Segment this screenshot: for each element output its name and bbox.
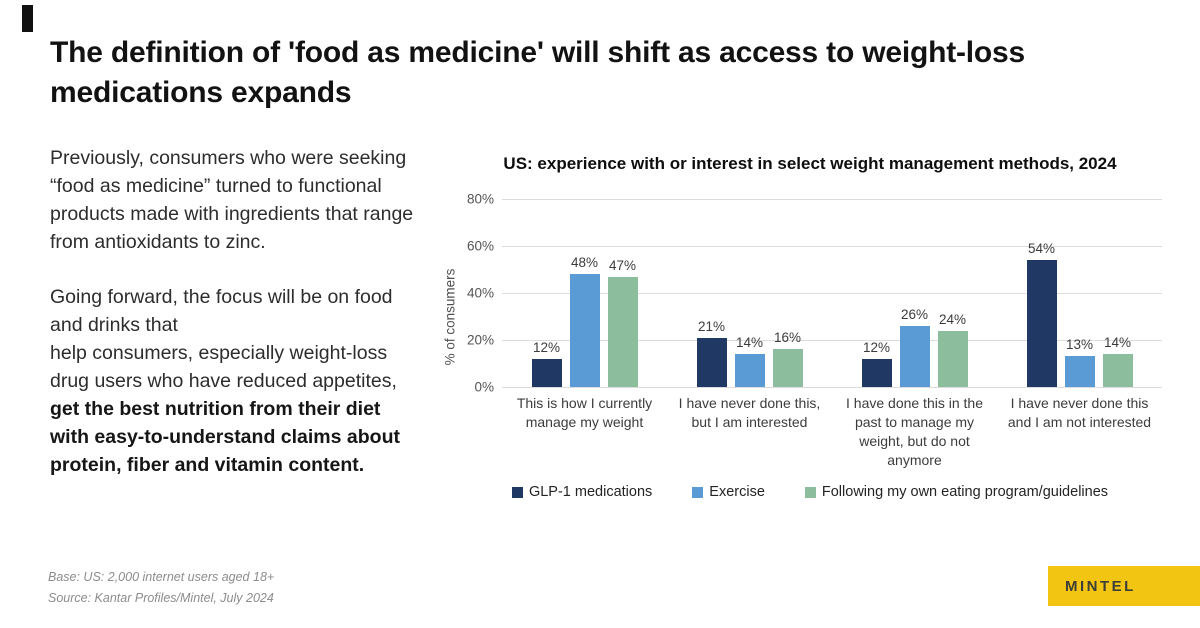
bar-value-label: 26% <box>900 306 929 322</box>
y-tick-label: 80% <box>466 191 494 207</box>
bar-value-label: 47% <box>608 257 637 273</box>
bar-slot: 26% <box>899 199 930 387</box>
gridline-40% <box>502 293 1162 294</box>
plot-area: 0% 20% 40% 60% 80% 12% 48% 47% 21% 14% 16% 12% 26% 24… <box>467 192 1162 395</box>
chart-title: US: experience with or interest in selec… <box>503 154 1117 173</box>
bar-value-label: 14% <box>1103 335 1132 351</box>
bar-following-my-own-eating-program-guidelines <box>1102 354 1133 387</box>
bar-slot: 21% <box>696 199 727 387</box>
bar-slot: 24% <box>937 199 968 387</box>
footnote-base: Base: US: 2,000 internet users aged 18+ <box>48 570 275 584</box>
legend-label: GLP-1 medications <box>528 484 653 500</box>
legend-item: Exercise <box>692 484 765 500</box>
bar-glp-1-medications <box>696 337 727 387</box>
y-tick-label: 20% <box>466 332 494 348</box>
chart-legend: GLP-1 medications Exercise Following my ow… <box>440 484 1180 500</box>
legend-label: Exercise <box>709 484 765 500</box>
paragraph-going-forward: Going forward, the focus will be on food… <box>50 283 422 479</box>
bar-exercise <box>1064 356 1095 387</box>
y-tick-label: 0% <box>474 379 494 395</box>
legend-marker <box>692 486 704 498</box>
bar-following-my-own-eating-program-guidelines <box>607 276 638 387</box>
corner-accent-bar <box>22 5 33 32</box>
bar-slot: 13% <box>1064 199 1095 387</box>
bar-group: 12% 26% 24% <box>832 199 997 387</box>
bar-value-label: 14% <box>735 335 764 351</box>
paragraph-regular-text: Going forward, the focus will be on food… <box>50 286 397 392</box>
legend-item: Following my own eating program/guidelin… <box>804 484 1109 500</box>
bar-group: 54% 13% 14% <box>997 199 1162 387</box>
gridline-0% <box>502 387 1162 388</box>
legend-marker <box>511 486 523 498</box>
bar-slot: 14% <box>734 199 765 387</box>
y-tick-label: 60% <box>466 238 494 254</box>
mintel-logo: MINTEL <box>1048 566 1200 606</box>
gridline-60% <box>502 246 1162 247</box>
footnote-source: Source: Kantar Profiles/Mintel, July 202… <box>48 591 274 605</box>
bar-value-label: 21% <box>697 318 726 334</box>
legend-label: Following my own eating program/guidelin… <box>821 484 1109 500</box>
bar-value-label: 48% <box>570 255 599 271</box>
category-label: This is how I currently manage my weight <box>516 395 653 430</box>
bar-slot: 48% <box>569 199 600 387</box>
bar-slot: 16% <box>772 199 803 387</box>
bar-exercise <box>734 354 765 387</box>
y-axis-title: % of consumers <box>442 268 458 366</box>
x-axis-category-labels: This is how I currently manage my weight… <box>502 394 1162 478</box>
bar-slot: 47% <box>607 199 638 387</box>
bar-glp-1-medications <box>861 358 892 387</box>
bar-group: 21% 14% 16% <box>667 199 832 387</box>
bar-value-label: 16% <box>773 330 802 346</box>
bar-following-my-own-eating-program-guidelines <box>937 330 968 387</box>
paragraph-previously: Previously, consumers who were seeking “… <box>50 147 414 253</box>
legend-item: GLP-1 medications <box>511 484 653 500</box>
bar-value-label: 12% <box>862 339 891 355</box>
footnotes: Base: US: 2,000 internet users aged 18+ … <box>48 567 274 609</box>
bar-glp-1-medications <box>531 358 562 387</box>
bar-exercise <box>899 325 930 387</box>
body-text-column: Previously, consumers who were seeking “… <box>50 144 422 479</box>
y-tick-label: 40% <box>466 285 494 301</box>
gridline-80% <box>502 199 1162 200</box>
bar-chart: US: experience with or interest in selec… <box>440 152 1180 500</box>
bar-exercise <box>569 274 600 387</box>
legend-marker <box>804 486 816 498</box>
paragraph-bold-text: get the best nutrition from their diet w… <box>50 398 400 476</box>
bar-value-label: 54% <box>1027 241 1056 257</box>
bar-following-my-own-eating-program-guidelines <box>772 349 803 387</box>
category-label: I have never done this and I am not inte… <box>1007 395 1152 430</box>
bar-slot: 12% <box>861 199 892 387</box>
bar-glp-1-medications <box>1026 260 1057 387</box>
bar-groups: 12% 48% 47% 21% 14% 16% 12% 26% 24% 54% 13% 14% <box>502 199 1162 387</box>
bar-value-label: 24% <box>938 311 967 327</box>
category-label: I have done this in the past to manage m… <box>846 395 983 468</box>
bar-slot: 14% <box>1102 199 1133 387</box>
gridline-20% <box>502 340 1162 341</box>
bar-group: 12% 48% 47% <box>502 199 667 387</box>
mintel-logo-text: MINTEL <box>1065 577 1136 595</box>
plot-wrap: % of consumers 0% 20% 40% 60% 80% 12% 48% 47% 21… <box>440 192 1180 500</box>
bar-slot: 54% <box>1026 199 1057 387</box>
category-label: I have never done this, but I am interes… <box>678 395 821 430</box>
bar-value-label: 12% <box>532 339 561 355</box>
page-title: The definition of 'food as medicine' wil… <box>50 36 1026 109</box>
bar-value-label: 13% <box>1065 337 1094 353</box>
bar-slot: 12% <box>531 199 562 387</box>
